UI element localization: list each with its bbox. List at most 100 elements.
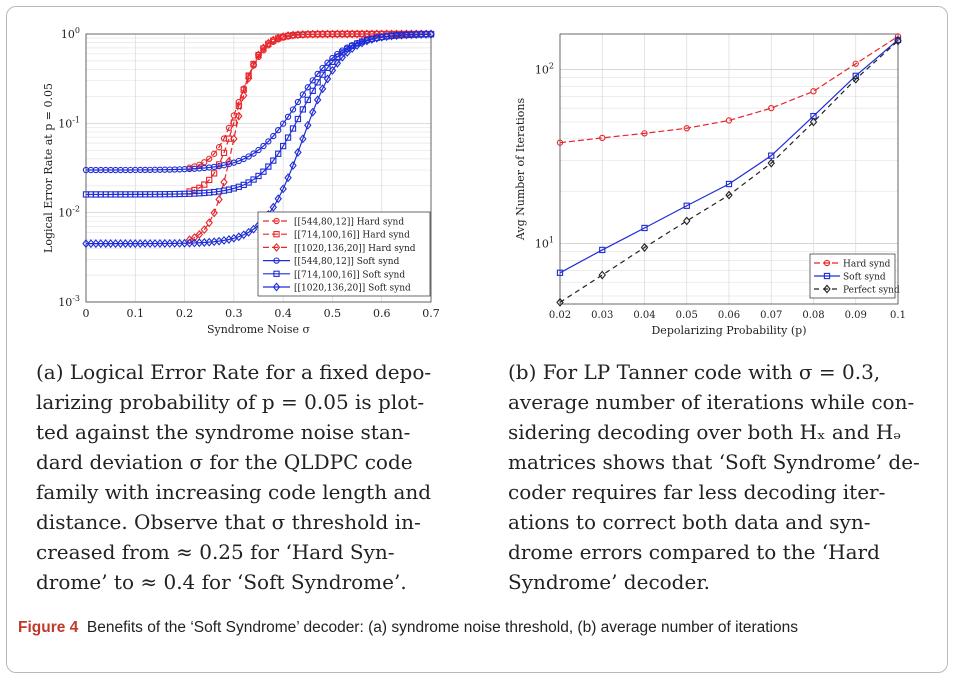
data-point [333, 58, 342, 68]
data-point [180, 238, 189, 248]
data-point [196, 161, 203, 168]
data-point [894, 36, 902, 46]
series [556, 33, 902, 146]
data-point [318, 84, 327, 94]
data-point [106, 239, 115, 249]
data-point [284, 173, 292, 183]
data-point [254, 50, 263, 60]
data-point [166, 239, 174, 248]
data-point [641, 224, 648, 232]
data-point [82, 239, 90, 249]
data-point [239, 230, 248, 240]
chart-a: 0 0.1 0.2 0.3 0.4 0.5 0.6 0.710-310-210-1100[[5… [42, 26, 440, 336]
data-point [170, 238, 179, 248]
caption-b-line: matrices shows that ‘Soft Syndrome’ de- [508, 450, 920, 474]
data-point [206, 176, 213, 184]
data-point [725, 190, 733, 200]
data-point [289, 106, 297, 113]
data-point [284, 113, 292, 120]
data-point [240, 155, 247, 163]
data-point [260, 142, 267, 150]
figure-label: Figure 4 [18, 619, 79, 636]
caption-a-line: ted against the syndrome noise stan- [36, 420, 411, 444]
data-point [249, 224, 258, 234]
figure-frame [6, 6, 948, 673]
data-point [146, 239, 154, 249]
y-tick-label: 100 [61, 26, 80, 41]
data-point [407, 30, 416, 40]
x-axis-label: Depolarizing Probability (p) [651, 324, 806, 337]
y-tick-label-base: 10 [58, 207, 72, 220]
x-tick-label: 0.3 [225, 307, 243, 320]
data-point [294, 115, 302, 123]
data-point [304, 120, 312, 130]
data-point [304, 84, 311, 91]
data-point [640, 243, 649, 252]
data-point [136, 239, 144, 249]
data-point [220, 177, 228, 187]
y-tick-label-exp: -2 [72, 205, 80, 214]
caption-a-line: distance. Observe that σ threshold in- [36, 510, 421, 534]
data-point [190, 238, 199, 248]
data-point [417, 29, 425, 39]
caption-a-line: (a) Logical Error Rate for a fixed depo- [36, 360, 432, 384]
data-point [683, 202, 690, 209]
data-point [201, 181, 208, 188]
data-point [239, 91, 248, 100]
data-point [244, 73, 253, 83]
data-point [556, 297, 564, 307]
data-point [230, 119, 238, 126]
data-point [270, 132, 277, 140]
data-point [556, 269, 564, 276]
data-point [210, 150, 218, 157]
data-point [768, 152, 775, 159]
data-point [308, 29, 317, 39]
data-point [245, 153, 252, 160]
data-point [294, 30, 302, 40]
legend-label: Soft synd [843, 273, 886, 283]
x-tick-label: 0.6 [373, 307, 391, 320]
y-tick-label-base: 10 [58, 296, 72, 309]
data-point [402, 30, 411, 40]
legend-label: [[1020,136,20]] Hard synd [294, 244, 416, 254]
data-point [319, 71, 326, 78]
chart-b: 0.02 0.03 0.04 0.05 0.06 0.07 0.08 0.09 0.110110… [514, 33, 906, 337]
x-tick-label: 0.03 [591, 310, 613, 321]
data-point [894, 33, 902, 40]
caption-a: (a) Logical Error Rate for a fixed depo-… [36, 357, 466, 597]
data-point [294, 98, 302, 106]
data-point [598, 270, 606, 280]
data-point [599, 246, 606, 254]
data-point [328, 29, 337, 39]
data-point [259, 43, 268, 53]
data-point [195, 229, 204, 239]
data-point [87, 239, 95, 249]
data-point [767, 158, 775, 168]
caption-a-line: dard deviation σ for the QLDPC code [36, 450, 413, 474]
y-tick-label-exp: -1 [72, 115, 80, 124]
data-point [338, 29, 347, 39]
data-point [279, 120, 287, 127]
data-point [299, 91, 307, 98]
series-line [559, 35, 899, 144]
legend: [[544,80,12]] Hard synd [[714,100,16]] Ha… [257, 211, 431, 297]
y-tick-label: 10-1 [58, 115, 80, 130]
legend-marker [823, 272, 831, 280]
y-tick-label-exp: 1 [549, 236, 554, 245]
legend-label: [[714,100,16]] Hard synd [294, 231, 410, 241]
data-point [249, 60, 258, 70]
data-point [210, 208, 218, 218]
data-point [313, 29, 322, 39]
data-point [141, 239, 149, 249]
data-point [215, 194, 223, 204]
data-point [111, 239, 120, 249]
x-tick-label: 0.09 [845, 310, 867, 321]
caption-b: (b) For LP Tanner code with σ = 0.3, aver… [508, 357, 933, 597]
legend-label: [[714,100,16]] Soft synd [294, 270, 405, 280]
data-point [299, 134, 307, 144]
x-tick-label: 0.4 [274, 307, 292, 320]
caption-b-line: Syndrome’ decoder. [508, 570, 711, 594]
data-point [185, 238, 194, 248]
caption-a-line: family with increasing code length and [36, 480, 432, 504]
data-point [294, 147, 302, 157]
